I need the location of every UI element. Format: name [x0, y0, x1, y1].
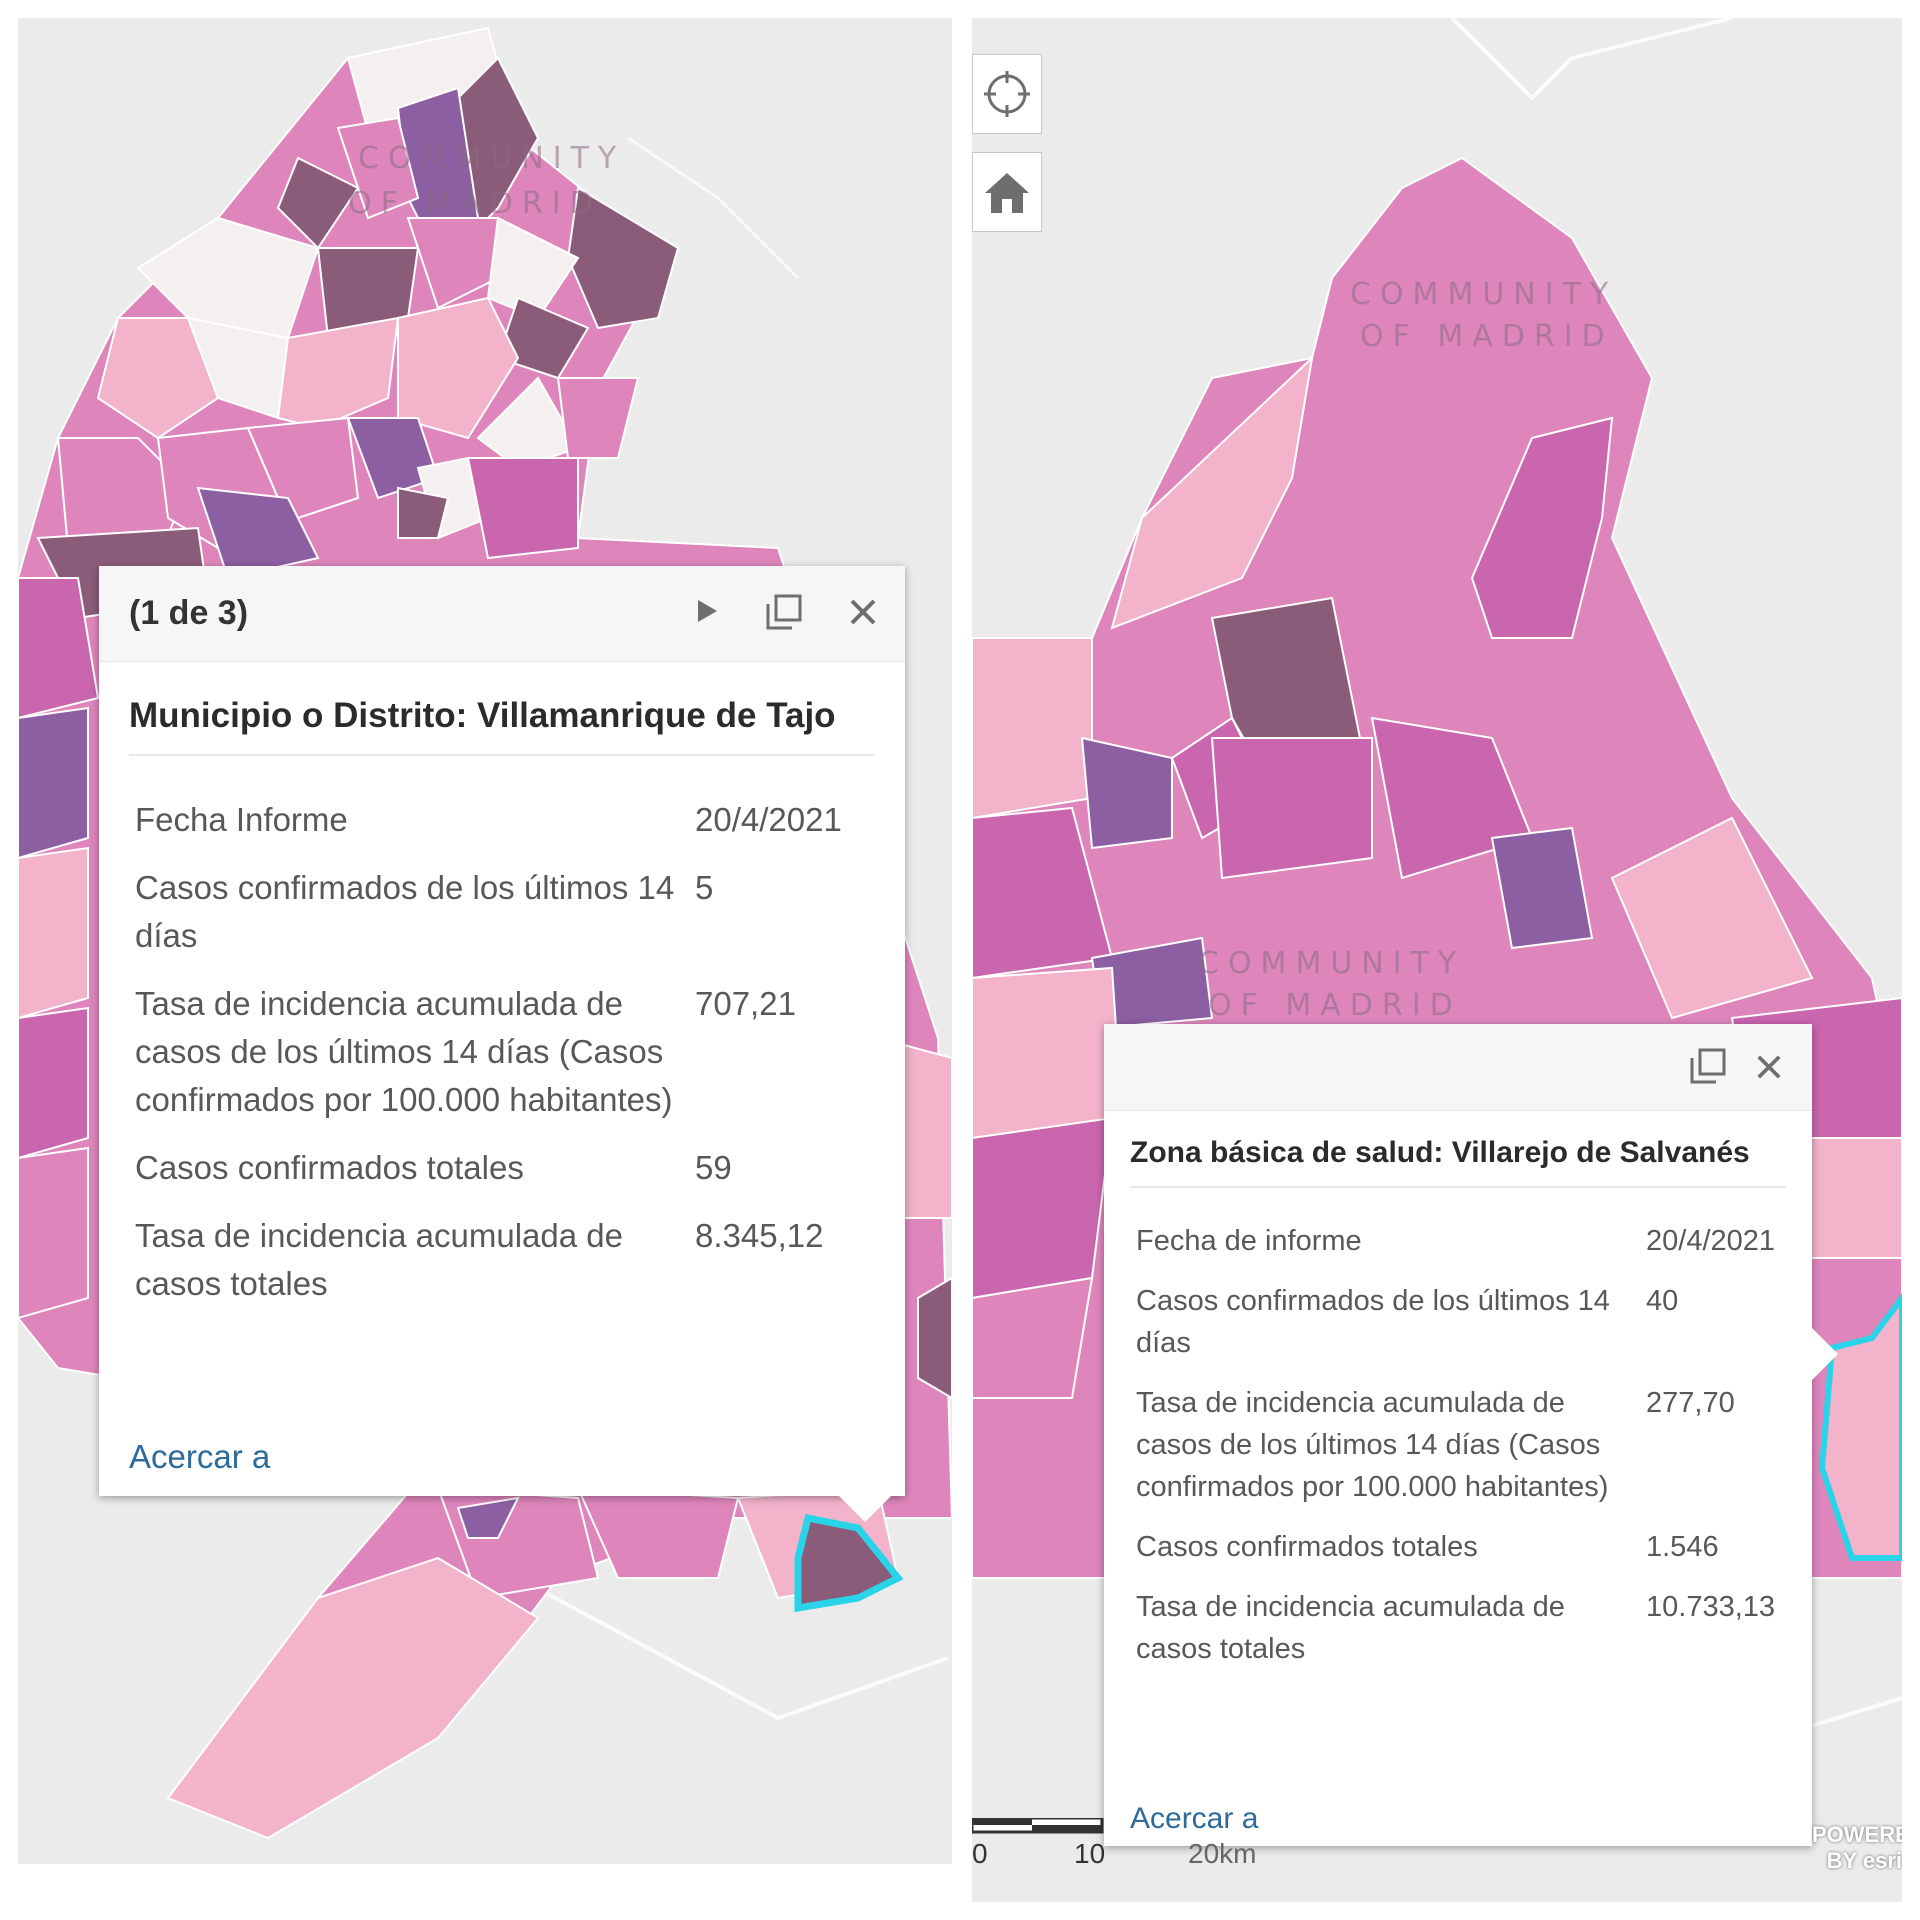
attr-label: Tasa de incidencia acumulada de casos de… [1136, 1387, 1609, 1503]
table-row: Fecha Informe 20/4/2021 [135, 796, 875, 864]
map-label-community-2: COMMUNITY [1198, 946, 1465, 981]
popup-pointer [839, 1496, 891, 1522]
close-x-icon[interactable] [849, 598, 877, 630]
crosshair-locate-icon[interactable] [972, 54, 1042, 134]
attr-value: 20/4/2021 [695, 801, 842, 838]
popup-title: Zona básica de salud: Villarejo de Salva… [1130, 1136, 1786, 1188]
table-row: Fecha de informe 20/4/2021 [1136, 1220, 1796, 1280]
attr-label: Fecha Informe [135, 801, 348, 838]
map-label-community: COMMUNITY [1350, 277, 1617, 312]
table-row: Casos confirmados totales 59 [135, 1144, 875, 1212]
attr-value: 10.733,13 [1646, 1591, 1776, 1623]
table-row: Tasa de incidencia acumulada de casos de… [135, 980, 875, 1144]
table-row: Tasa de incidencia acumulada de casos de… [1136, 1382, 1796, 1526]
feature-popup: Zona básica de salud: Villarejo de Salva… [1104, 1024, 1838, 1846]
attr-value: 1.546 [1646, 1531, 1719, 1563]
attr-value: 277,70 [1646, 1387, 1735, 1419]
table-row: Casos confirmados totales 1.546 [1136, 1526, 1796, 1586]
attr-value: 40 [1646, 1285, 1679, 1317]
home-icon[interactable] [972, 152, 1042, 232]
table-row: Casos confirmados de los últimos 14 días… [135, 864, 875, 980]
map-label-of-madrid: OF MADRID [348, 186, 602, 221]
feature-popup: (1 de 3) Municipio o Distrito: Villamanr… [99, 566, 905, 1522]
popup-pointer [1812, 1328, 1838, 1380]
attribute-table: Fecha Informe 20/4/2021 Casos confirmado… [135, 796, 875, 1308]
maximize-icon[interactable] [1688, 1046, 1728, 1090]
attr-label: Casos confirmados totales [1136, 1531, 1478, 1563]
popup-title: Municipio o Distrito: Villamanrique de T… [129, 696, 875, 756]
popup-header: (1 de 3) [99, 566, 905, 662]
close-x-icon[interactable] [1756, 1054, 1782, 1084]
attr-label: Tasa de incidencia acumulada de casos to… [135, 1217, 623, 1302]
scale-label-20km: 20km [1188, 1838, 1257, 1869]
attr-label: Casos confirmados de los últimos 14 días [135, 869, 675, 954]
right-map-panel[interactable]: COMMUNITY OF MADRID COMMUNITY OF MADRID … [972, 18, 1902, 1902]
scale-label-0: 0 [972, 1838, 988, 1869]
zoom-to-link[interactable]: Acercar a [129, 1438, 271, 1475]
popup-header [1104, 1024, 1812, 1111]
zoom-to-link[interactable]: Acercar a [1130, 1802, 1259, 1835]
attr-label: Tasa de incidencia acumulada de casos to… [1136, 1591, 1565, 1665]
map-label-of-madrid-2: OF MADRID [1208, 988, 1462, 1023]
play-triangle-icon[interactable] [695, 598, 719, 628]
attr-label: Fecha de informe [1136, 1225, 1362, 1257]
table-row: Tasa de incidencia acumulada de casos to… [135, 1212, 875, 1308]
attr-value: 59 [695, 1149, 732, 1186]
attr-label: Tasa de incidencia acumulada de casos de… [135, 985, 673, 1118]
attr-value: 20/4/2021 [1646, 1225, 1776, 1257]
table-row: Casos confirmados de los últimos 14 días… [1136, 1280, 1796, 1382]
esri-attribution[interactable]: POWERED BY esri [1812, 1822, 1902, 1873]
attr-value: 8.345,12 [695, 1217, 824, 1254]
popup-pager: (1 de 3) [129, 594, 249, 632]
left-map-panel[interactable]: COMMUNITY OF MADRID (1 de 3) Municipio o… [18, 18, 952, 1864]
attribute-table: Fecha de informe 20/4/2021 Casos confirm… [1136, 1220, 1796, 1670]
attr-value: 707,21 [695, 985, 796, 1022]
attr-label: Casos confirmados de los últimos 14 días [1136, 1285, 1610, 1359]
attr-value: 5 [695, 869, 714, 906]
scale-bar [972, 1816, 1112, 1843]
map-label-of-madrid: OF MADRID [1360, 319, 1614, 354]
map-label-community: COMMUNITY [358, 141, 625, 176]
attr-label: Casos confirmados totales [135, 1149, 524, 1186]
selected-area-highlight [794, 1513, 904, 1613]
maximize-icon[interactable] [764, 592, 804, 636]
table-row: Tasa de incidencia acumulada de casos to… [1136, 1586, 1796, 1670]
scale-label-10: 10 [1074, 1838, 1106, 1869]
selected-area-highlight [1818, 1293, 1902, 1561]
